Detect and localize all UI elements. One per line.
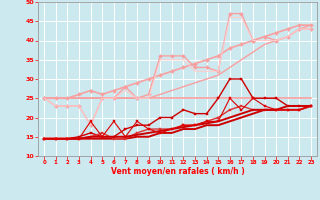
- X-axis label: Vent moyen/en rafales ( km/h ): Vent moyen/en rafales ( km/h ): [111, 167, 244, 176]
